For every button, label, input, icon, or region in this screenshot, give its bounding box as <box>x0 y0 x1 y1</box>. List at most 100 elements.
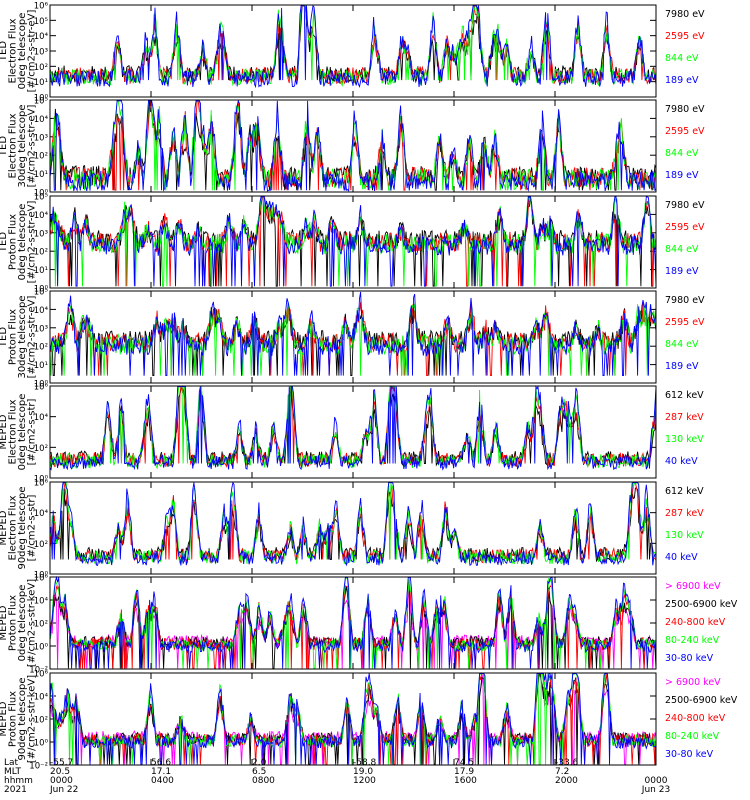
y-tick-label: 10⁰ <box>34 285 49 295</box>
series-trace-189-ev <box>49 291 657 377</box>
x-axis-tick-value: 0000 <box>50 776 73 786</box>
series-trace-189-ev <box>49 196 657 287</box>
y-axis-label-line: TED <box>0 327 9 348</box>
x-axis-tick-value: 7.2 <box>555 767 569 777</box>
y-tick-label: 10² <box>34 248 48 258</box>
legend-entry: 80-240 keV <box>665 731 720 742</box>
y-axis-label-line: [#/cm2-s-str-eV] <box>26 201 37 284</box>
y-tick-label: 10⁴ <box>34 597 49 607</box>
x-axis-tick-value: 0800 <box>252 776 275 786</box>
legend-entry: 2595 eV <box>665 126 705 137</box>
y-tick-label: 10⁰ <box>34 189 49 199</box>
legend-entry: 612 keV <box>665 486 704 497</box>
legend-entry: 40 keV <box>665 456 698 467</box>
y-tick-label: 10⁵ <box>34 193 48 203</box>
y-tick-label: 10⁻² <box>29 762 48 772</box>
y-tick-label: 10⁶ <box>34 670 49 680</box>
x-axis-tick-value: 19.0 <box>353 767 373 777</box>
y-axis-label-line: MEPED <box>0 701 9 736</box>
legend-entry: 189 eV <box>665 266 699 277</box>
series-trace-30-80-kev <box>49 575 657 669</box>
y-axis-label-line: TED <box>0 232 9 253</box>
y-tick-label: 10³ <box>34 229 48 239</box>
legend-entry: 240-800 keV <box>665 713 726 724</box>
legend-entry: 287 keV <box>665 508 704 519</box>
y-tick-label: 10⁴ <box>34 211 49 221</box>
x-axis-tick-value: 74.5 <box>454 758 474 768</box>
y-tick-label: 10⁵ <box>34 288 48 298</box>
y-tick-label: 10⁵ <box>34 17 48 27</box>
legend-entry: 189 eV <box>665 170 699 181</box>
y-tick-label: 10² <box>34 343 48 353</box>
y-axis-label-line: Proton Flux <box>7 214 18 270</box>
y-tick-label: 10⁵ <box>34 97 48 107</box>
y-axis-label-line: [#/cm2-s-str-eV] <box>26 105 37 188</box>
x-axis-tick-value: -58.8 <box>353 758 377 768</box>
legend-entry: 844 eV <box>665 148 699 159</box>
y-tick-label: 10⁶ <box>34 383 49 393</box>
y-axis-label-line: Electron Flux <box>7 18 18 83</box>
legend-entry: 844 eV <box>665 53 699 64</box>
series-trace-40-kev <box>49 384 657 471</box>
y-axis-label-line: Electron Flux <box>7 113 18 178</box>
y-tick-label: 10⁰ <box>34 475 49 485</box>
y-tick-label: 10² <box>34 152 48 162</box>
y-axis-label-line: 0deg telescope <box>17 394 28 471</box>
y-tick-label: 10³ <box>34 324 48 334</box>
y-tick-label: 10⁰ <box>34 739 49 749</box>
y-tick-label: 10¹ <box>34 170 48 180</box>
y-axis-label-line: 90deg telescope <box>17 486 28 569</box>
y-axis-label-line: MEPED <box>0 510 9 545</box>
x-axis-row-label: hhmm <box>4 776 33 786</box>
x-axis-row-label: 2021 <box>4 785 27 795</box>
legend-entry: 7980 eV <box>665 295 705 306</box>
x-axis-tick-value: 2000 <box>555 776 578 786</box>
series-trace-130-kev <box>49 481 657 566</box>
y-axis-label-line: Proton Flux <box>7 309 18 365</box>
y-tick-label: 10⁴ <box>34 306 49 316</box>
y-tick-label: 10⁴ <box>34 509 49 519</box>
series-trace-80-240-kev <box>49 577 657 669</box>
y-axis-label-line: Proton Flux <box>7 595 18 651</box>
series-trace-2595-ev <box>49 196 657 287</box>
y-tick-label: 10³ <box>34 48 48 58</box>
legend-entry: 844 eV <box>665 244 699 255</box>
series-trace-2595-ev <box>49 302 657 377</box>
y-tick-label: 10⁴ <box>34 413 49 423</box>
y-axis-label-line: Electron Flux <box>7 399 18 464</box>
x-axis-row-label: MLT <box>4 767 22 777</box>
y-axis-label-line: 0deg telescope <box>17 13 28 90</box>
series-trace-30-80-kev <box>49 673 657 765</box>
x-axis-tick-value: 17.9 <box>454 767 474 777</box>
x-axis-tick-value: 56.6 <box>151 758 171 768</box>
legend-entry: > 6900 keV <box>665 581 721 592</box>
legend-entry: 80-240 keV <box>665 635 720 646</box>
y-tick-label: 10⁴ <box>34 32 49 42</box>
series-trace-844-ev <box>49 100 657 191</box>
series-trace-189-ev <box>49 4 657 89</box>
legend-entry: 40 keV <box>665 552 698 563</box>
x-axis-tick-value: 17.1 <box>151 767 171 777</box>
y-axis-label-line: Proton Flux <box>7 691 18 747</box>
y-axis-label-line: [#/cm2-s-str-eV] <box>26 296 37 379</box>
y-tick-label: 10⁰ <box>34 94 49 104</box>
y-axis-label-line: MEPED <box>0 414 9 449</box>
legend-entry: 2500-6900 keV <box>665 599 738 610</box>
x-axis-tick-value: Jun 22 <box>49 785 78 795</box>
legend-entry: 612 keV <box>665 390 704 401</box>
y-axis-label-line: MEPED <box>0 605 9 640</box>
y-tick-label: 10⁶ <box>34 574 49 584</box>
y-axis-label-line: 30deg telescope <box>17 104 28 187</box>
y-axis-label-line: [#/cm2-s-str-eV] <box>26 10 37 93</box>
legend-entry: 240-800 keV <box>665 617 726 628</box>
x-axis-tick-value: 0000 <box>645 776 668 786</box>
